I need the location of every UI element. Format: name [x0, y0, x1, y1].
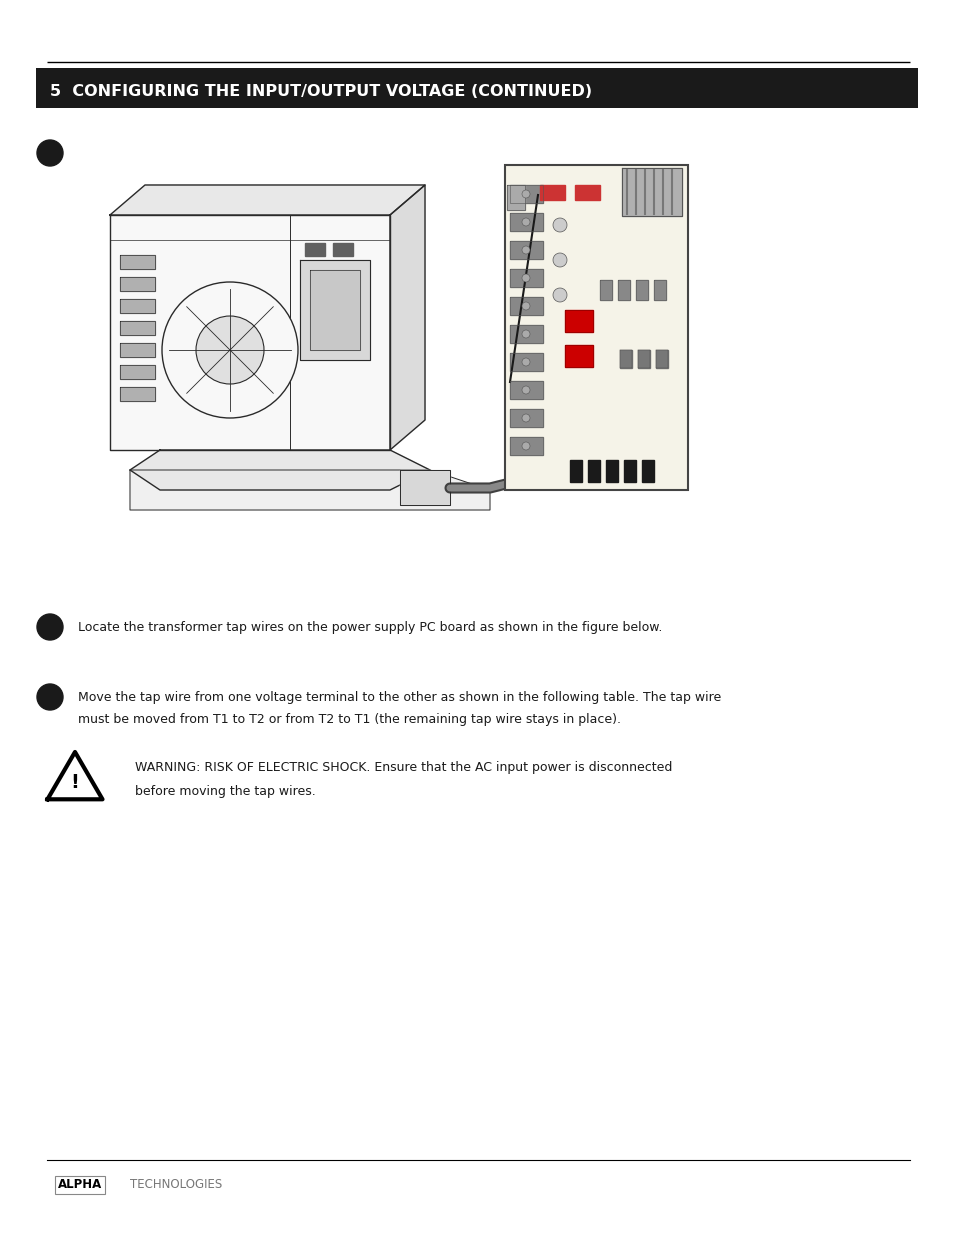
Circle shape: [521, 190, 530, 198]
Text: !: !: [71, 773, 79, 792]
Polygon shape: [48, 752, 102, 799]
Circle shape: [195, 316, 264, 384]
Bar: [504, 165, 687, 490]
Polygon shape: [599, 280, 612, 300]
Polygon shape: [510, 269, 542, 287]
Text: Locate the transformer tap wires on the power supply PC board as shown in the fi: Locate the transformer tap wires on the …: [78, 621, 661, 635]
Circle shape: [37, 140, 63, 165]
Polygon shape: [120, 254, 154, 269]
Polygon shape: [569, 459, 581, 482]
Polygon shape: [506, 185, 524, 210]
Text: Move the tap wire from one voltage terminal to the other as shown in the followi: Move the tap wire from one voltage termi…: [78, 692, 720, 704]
Circle shape: [521, 274, 530, 282]
Polygon shape: [539, 185, 564, 200]
Polygon shape: [120, 321, 154, 335]
Circle shape: [553, 253, 566, 267]
Circle shape: [521, 442, 530, 450]
Circle shape: [521, 387, 530, 394]
Polygon shape: [623, 459, 636, 482]
Polygon shape: [564, 310, 593, 332]
Polygon shape: [587, 459, 599, 482]
Polygon shape: [120, 366, 154, 379]
Polygon shape: [399, 471, 450, 505]
Polygon shape: [510, 409, 542, 427]
Circle shape: [162, 282, 297, 417]
Polygon shape: [130, 450, 430, 490]
Polygon shape: [305, 243, 325, 256]
Circle shape: [521, 303, 530, 310]
Polygon shape: [641, 459, 654, 482]
Circle shape: [521, 330, 530, 338]
Polygon shape: [299, 261, 370, 359]
Polygon shape: [510, 241, 542, 259]
Polygon shape: [654, 280, 665, 300]
Polygon shape: [510, 212, 542, 231]
Bar: [36, 68, 917, 107]
Circle shape: [37, 614, 63, 640]
Polygon shape: [110, 215, 390, 450]
Polygon shape: [333, 243, 353, 256]
Polygon shape: [110, 185, 424, 215]
Polygon shape: [510, 185, 542, 203]
Circle shape: [553, 288, 566, 303]
Text: ALPHA: ALPHA: [58, 1178, 102, 1192]
Circle shape: [521, 358, 530, 366]
Polygon shape: [120, 343, 154, 357]
Text: must be moved from T1 to T2 or from T2 to T1 (the remaining tap wire stays in pl: must be moved from T1 to T2 or from T2 t…: [78, 713, 620, 725]
Polygon shape: [575, 185, 599, 200]
Polygon shape: [618, 280, 629, 300]
Polygon shape: [120, 299, 154, 312]
Polygon shape: [510, 382, 542, 399]
Text: 5  CONFIGURING THE INPUT/OUTPUT VOLTAGE (CONTINUED): 5 CONFIGURING THE INPUT/OUTPUT VOLTAGE (…: [50, 84, 592, 100]
Circle shape: [521, 414, 530, 422]
Polygon shape: [510, 296, 542, 315]
Text: WARNING: RISK OF ELECTRIC SHOCK. Ensure that the AC input power is disconnected: WARNING: RISK OF ELECTRIC SHOCK. Ensure …: [135, 762, 672, 774]
Polygon shape: [310, 270, 359, 350]
Polygon shape: [510, 353, 542, 370]
Polygon shape: [656, 350, 667, 368]
Polygon shape: [390, 185, 424, 450]
Polygon shape: [120, 277, 154, 291]
Polygon shape: [130, 471, 490, 510]
Text: before moving the tap wires.: before moving the tap wires.: [135, 785, 315, 799]
Polygon shape: [564, 345, 593, 367]
Polygon shape: [638, 350, 649, 368]
Polygon shape: [605, 459, 618, 482]
Polygon shape: [619, 350, 631, 368]
Circle shape: [521, 246, 530, 254]
Polygon shape: [510, 437, 542, 454]
Circle shape: [37, 684, 63, 710]
Polygon shape: [510, 325, 542, 343]
Polygon shape: [636, 280, 647, 300]
Polygon shape: [120, 387, 154, 401]
Circle shape: [553, 219, 566, 232]
Text: TECHNOLOGIES: TECHNOLOGIES: [130, 1178, 222, 1192]
Circle shape: [521, 219, 530, 226]
Polygon shape: [621, 168, 681, 216]
